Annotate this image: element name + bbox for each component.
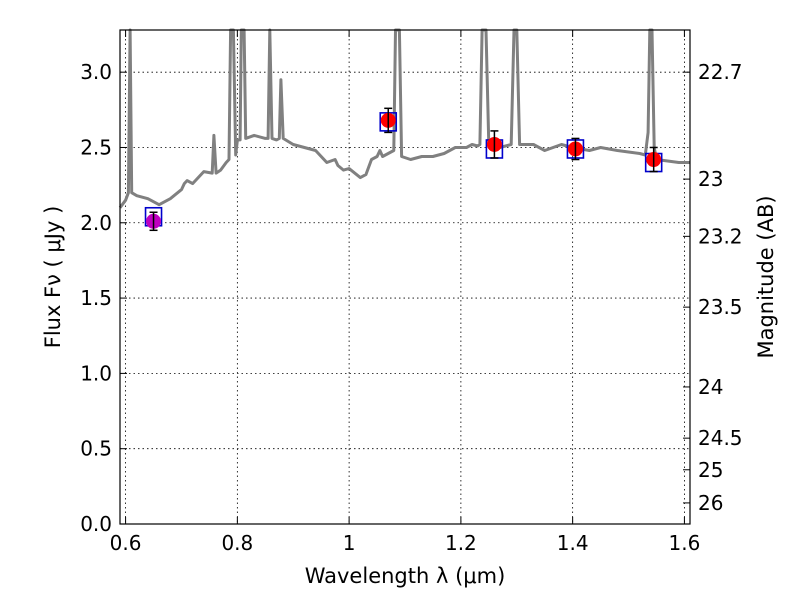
y-tick-label: 3.0 <box>80 60 112 84</box>
grid-lines <box>120 30 690 525</box>
y-axis-label: Flux Fν ( μJy ) <box>41 206 65 349</box>
y2-ticks: 22.7 23 23.2 23.5 24 24.5 25 26 <box>683 60 743 515</box>
y2-tick-label: 23 <box>698 167 723 191</box>
x-ticks: 0.6 0.8 1 1.2 1.4 1.6 <box>110 30 701 555</box>
observed-point <box>146 211 162 232</box>
plot-frame <box>119 29 691 525</box>
y-tick-label: 0.0 <box>80 512 112 536</box>
x-tick-label: 1 <box>343 531 356 555</box>
y-tick-label: 0.5 <box>80 437 112 461</box>
y2-axis-label: Magnitude (AB) <box>754 195 778 358</box>
y2-tick-label: 25 <box>698 458 723 482</box>
data-points <box>144 107 663 232</box>
x-tick-label: 1.6 <box>669 531 701 555</box>
y2-tick-label: 24 <box>698 375 723 399</box>
y2-tick-label: 22.7 <box>698 60 743 84</box>
y-tick-label: 1.0 <box>80 361 112 385</box>
model-spectrum <box>118 28 690 209</box>
x-tick-label: 0.6 <box>110 531 142 555</box>
y-tick-label: 1.5 <box>80 286 112 310</box>
observed-point <box>380 107 396 134</box>
y2-tick-label: 23.5 <box>698 295 743 319</box>
y2-tick-label: 23.2 <box>698 224 743 248</box>
x-tick-label: 1.2 <box>445 531 477 555</box>
observed-point <box>486 130 502 159</box>
y2-tick-label: 26 <box>698 491 723 515</box>
x-tick-label: 1.4 <box>557 531 589 555</box>
observed-point <box>567 137 583 161</box>
x-tick-label: 0.8 <box>221 531 253 555</box>
y-tick-label: 2.5 <box>80 135 112 159</box>
observed-point <box>646 146 662 173</box>
y-ticks: 0.0 0.5 1.0 1.5 2.0 2.5 3.0 <box>80 60 127 536</box>
y2-tick-label: 24.5 <box>698 426 743 450</box>
y-tick-label: 2.0 <box>80 211 112 235</box>
x-axis-label: Wavelength λ (μm) <box>305 564 506 588</box>
spectrum-line <box>118 28 690 209</box>
